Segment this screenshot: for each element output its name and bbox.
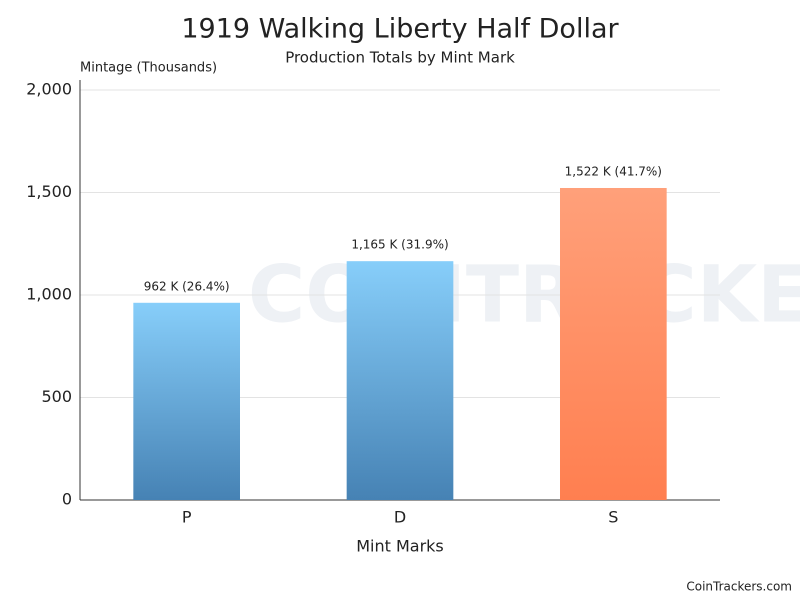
value-label: 1,165 K (31.9%) — [351, 238, 448, 252]
y-axis-label: Mintage (Thousands) — [80, 61, 217, 76]
x-axis-label: Mint Marks — [356, 537, 444, 556]
credit: CoinTrackers.com — [686, 580, 792, 594]
value-label: 1,522 K (41.7%) — [565, 164, 662, 178]
bar — [346, 261, 454, 500]
x-tick-label: P — [182, 508, 192, 527]
chart-subtitle: Production Totals by Mint Mark — [285, 49, 515, 67]
x-tick-label: S — [608, 508, 618, 527]
x-tick-label: D — [394, 508, 406, 527]
y-tick-label: 0 — [62, 490, 72, 509]
y-tick-label: 1,000 — [26, 285, 72, 304]
y-tick-label: 500 — [41, 387, 72, 406]
bar — [133, 302, 240, 500]
y-tick-label: 1,500 — [26, 182, 72, 201]
y-tick-label: 2,000 — [26, 80, 72, 99]
bar — [560, 187, 667, 501]
value-label: 962 K (26.4%) — [144, 279, 230, 293]
chart-title: 1919 Walking Liberty Half Dollar — [181, 14, 619, 45]
